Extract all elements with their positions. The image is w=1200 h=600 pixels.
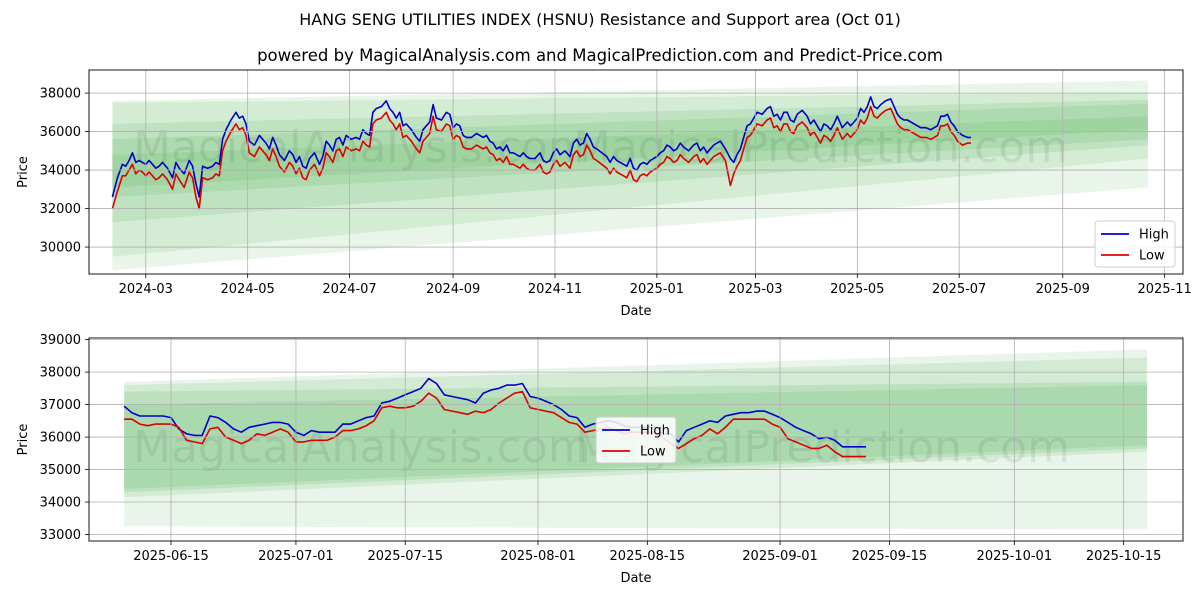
y-tick-label: 32000 (40, 202, 81, 217)
y-tick-label: 30000 (40, 241, 81, 256)
y-tick-label: 35000 (40, 463, 81, 478)
legend-high-label: High (1139, 228, 1169, 243)
x-tick-label: 2025-08-15 (610, 549, 686, 564)
x-tick-label: 2025-07-15 (367, 549, 443, 564)
y-tick-label: 34000 (40, 164, 81, 179)
x-tick-label: 2024-05 (221, 282, 275, 297)
x-tick-label: 2025-03 (728, 282, 782, 297)
plot-full-history: MagicalAnalysis.comMagicalPrediction.com… (16, 69, 1192, 319)
y-axis-label: Price (16, 156, 31, 188)
x-tick-label: 2025-08-01 (500, 549, 576, 564)
x-tick-label: 2024-03 (119, 282, 173, 297)
support-resistance-band (112, 116, 1148, 188)
x-tick-label: 2025-10-01 (977, 549, 1053, 564)
x-tick-label: 2025-01 (630, 282, 684, 297)
y-tick-label: 34000 (40, 496, 81, 511)
x-tick-label: 2025-11 (1137, 282, 1191, 297)
y-tick-label: 38000 (40, 87, 81, 102)
x-axis-label: Date (620, 571, 651, 586)
chart-subtitle: powered by MagicalAnalysis.com and Magic… (257, 46, 943, 65)
legend: High Low (595, 416, 677, 464)
support-resistance-band (112, 103, 1148, 198)
y-tick-label: 37000 (40, 398, 81, 413)
series-high-line (111, 96, 971, 198)
legend-low-label: Low (1139, 249, 1165, 264)
legend-low-label: Low (640, 445, 666, 460)
series-high-line (123, 377, 866, 448)
x-tick-label: 2025-05 (830, 282, 884, 297)
watermark: MagicalAnalysis.com (133, 422, 591, 473)
x-tick-label: 2024-09 (426, 282, 480, 297)
y-tick-label: 33000 (40, 528, 81, 543)
series-low-line (124, 390, 866, 458)
chart-title: HANG SENG UTILITIES INDEX (HSNU) Resista… (299, 10, 901, 29)
x-axis-label: Date (620, 304, 651, 319)
x-tick-label: 2025-07 (932, 282, 986, 297)
y-tick-label: 39000 (40, 333, 81, 348)
y-axis-label: Price (16, 424, 31, 456)
x-tick-label: 2024-07 (322, 282, 376, 297)
x-tick-label: 2025-09-01 (742, 549, 818, 564)
plot-recent-zoom: MagicalAnalysis.comMagicalPrediction.com… (16, 333, 1184, 586)
plot-frame (88, 69, 1184, 275)
x-tick-label: 2024-11 (528, 282, 582, 297)
watermark: MagicalPrediction.com (573, 122, 1068, 173)
legend-high-label: High (640, 424, 670, 439)
x-tick-label: 2025-09 (1036, 282, 1090, 297)
y-tick-label: 36000 (40, 431, 81, 446)
y-tick-label: 38000 (40, 366, 81, 381)
y-tick-label: 36000 (40, 125, 81, 140)
x-tick-label: 2025-10-15 (1086, 549, 1162, 564)
x-tick-label: 2025-09-15 (852, 549, 928, 564)
x-tick-label: 2025-07-01 (258, 549, 334, 564)
legend: High Low (1094, 220, 1176, 268)
plot-frame (88, 337, 1184, 542)
x-tick-label: 2025-06-15 (133, 549, 209, 564)
series-low-line (111, 105, 971, 210)
